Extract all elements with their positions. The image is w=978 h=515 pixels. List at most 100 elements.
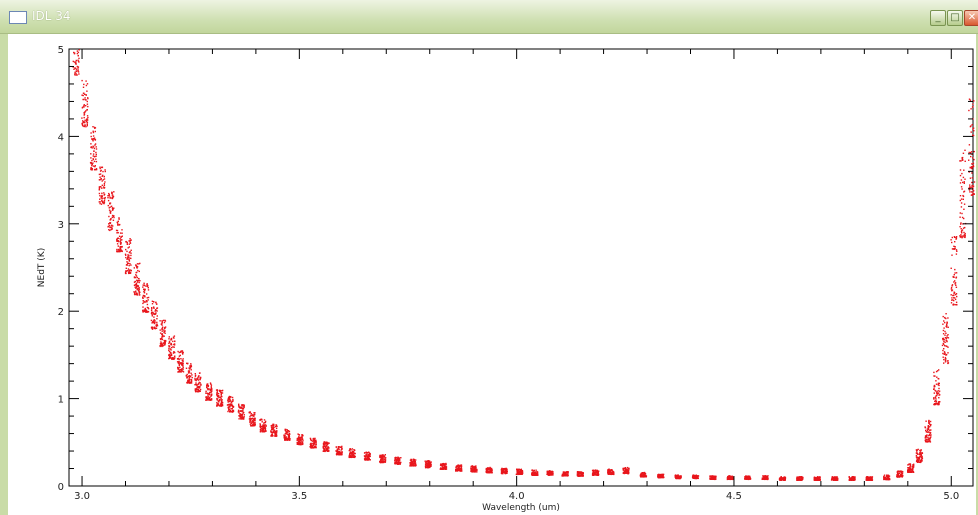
- maximize-button[interactable]: □: [947, 10, 963, 26]
- data-point: [242, 418, 244, 420]
- data-point: [693, 476, 695, 479]
- data-point: [252, 414, 254, 416]
- data-point: [125, 241, 127, 243]
- data-point: [137, 287, 139, 290]
- close-button[interactable]: ✕: [964, 10, 978, 26]
- data-point: [972, 162, 975, 165]
- data-point: [626, 469, 628, 472]
- minimize-button[interactable]: _: [930, 10, 946, 26]
- data-point: [833, 477, 836, 479]
- data-point: [151, 303, 154, 305]
- data-point: [504, 472, 506, 474]
- data-point: [927, 436, 929, 439]
- data-point: [959, 174, 962, 177]
- data-point: [819, 479, 821, 481]
- data-point: [933, 392, 935, 394]
- data-point: [532, 474, 535, 476]
- data-point: [459, 467, 461, 470]
- data-point: [491, 471, 493, 474]
- y-tick-label: 0: [58, 482, 64, 493]
- data-point: [297, 442, 299, 445]
- data-point: [174, 340, 176, 342]
- data-point: [86, 123, 88, 125]
- data-point: [945, 345, 947, 347]
- data-point: [953, 248, 956, 250]
- data-point: [972, 128, 974, 130]
- data-point: [90, 167, 92, 169]
- data-point: [351, 448, 354, 450]
- data-point: [837, 478, 839, 480]
- data-point: [83, 112, 85, 114]
- data-point: [349, 453, 351, 456]
- data-point: [365, 451, 367, 454]
- data-point: [800, 477, 802, 479]
- data-point: [696, 476, 698, 479]
- data-point: [168, 340, 171, 343]
- data-point: [429, 465, 431, 467]
- data-point: [104, 169, 106, 171]
- data-point: [561, 474, 564, 477]
- data-point: [241, 413, 244, 416]
- data-point: [156, 307, 158, 310]
- data-point: [241, 415, 243, 417]
- data-point: [849, 478, 851, 480]
- data-point: [490, 471, 492, 473]
- data-point: [288, 437, 290, 439]
- data-point: [428, 463, 430, 466]
- data-point: [972, 134, 974, 136]
- data-point: [971, 172, 973, 174]
- data-point: [694, 476, 696, 478]
- data-point: [87, 119, 89, 121]
- data-point: [146, 297, 148, 299]
- data-point: [582, 475, 584, 477]
- data-point: [960, 223, 962, 225]
- data-point: [970, 155, 972, 158]
- data-point: [929, 423, 931, 426]
- data-point: [189, 376, 191, 379]
- data-point: [85, 80, 87, 82]
- data-point: [146, 301, 148, 303]
- data-point: [221, 392, 224, 394]
- data-point: [339, 446, 341, 448]
- data-point: [947, 362, 949, 364]
- data-point: [252, 425, 254, 427]
- data-point: [94, 143, 97, 145]
- data-point: [562, 471, 565, 473]
- data-point: [138, 292, 140, 294]
- data-point: [934, 389, 936, 392]
- data-point: [150, 327, 153, 329]
- data-point: [252, 424, 254, 426]
- data-point: [487, 467, 489, 469]
- data-point: [299, 439, 301, 441]
- data-point: [271, 431, 274, 434]
- data-point: [413, 465, 415, 467]
- x-tick-label: 3.5: [291, 491, 307, 502]
- data-point: [75, 59, 77, 62]
- data-point: [640, 472, 643, 474]
- data-point: [134, 284, 137, 286]
- data-point: [622, 469, 625, 471]
- data-point: [625, 472, 627, 474]
- data-point: [196, 385, 198, 387]
- data-point: [154, 309, 157, 311]
- data-point: [919, 452, 922, 455]
- data-point: [121, 235, 123, 237]
- data-point: [868, 479, 871, 481]
- data-point: [937, 402, 939, 405]
- data-point: [973, 181, 976, 183]
- data-point: [146, 285, 149, 288]
- window-titlebar[interactable]: IDL 34 _ □ ✕: [0, 0, 978, 34]
- data-point: [503, 468, 505, 470]
- data-point: [168, 355, 171, 358]
- data-point: [151, 311, 153, 313]
- data-point: [198, 386, 200, 388]
- data-point: [287, 433, 289, 436]
- data-point: [90, 135, 92, 138]
- data-point: [780, 478, 782, 480]
- data-point: [428, 466, 430, 468]
- data-point: [252, 421, 255, 423]
- data-point: [101, 192, 103, 194]
- data-point: [107, 197, 109, 199]
- data-point: [211, 389, 213, 391]
- data-point: [83, 114, 85, 116]
